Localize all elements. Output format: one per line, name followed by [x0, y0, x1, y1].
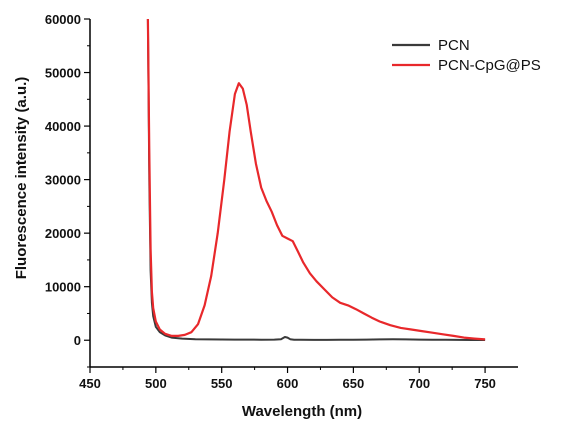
x-tick-label: 600: [277, 376, 299, 391]
y-tick-label: 20000: [45, 226, 81, 241]
x-axis-title: Wavelength (nm): [242, 403, 362, 420]
series-line-pcn-cpg-ps: [146, 19, 486, 341]
x-tick-label: 700: [408, 376, 430, 391]
legend-label-pcn-cpg-ps: PCN-CpG@PS: [438, 57, 541, 74]
x-tick-label: 550: [211, 376, 233, 391]
y-tick-label: 10000: [45, 280, 81, 295]
y-axis-title: Fluorescence intensity (a.u.): [13, 77, 30, 280]
y-tick-label: 50000: [45, 66, 81, 81]
legend-label-pcn: PCN: [438, 37, 470, 54]
y-tick-label: 30000: [45, 173, 81, 188]
y-tick-label: 40000: [45, 119, 81, 134]
legend: PCN PCN-CpG@PS: [392, 37, 541, 74]
y-tick-label: 0: [74, 333, 81, 348]
axes: 450 500 550 600 650 700 750 0 10000 20000 30000 400…: [45, 12, 518, 391]
series-layer: [146, 19, 486, 341]
x-tick-label: 450: [79, 376, 101, 391]
series-line-pcn: [146, 19, 486, 341]
y-tick-label: 60000: [45, 12, 81, 27]
x-tick-label: 750: [474, 376, 496, 391]
x-tick-label: 650: [343, 376, 365, 391]
x-tick-label: 500: [145, 376, 167, 391]
